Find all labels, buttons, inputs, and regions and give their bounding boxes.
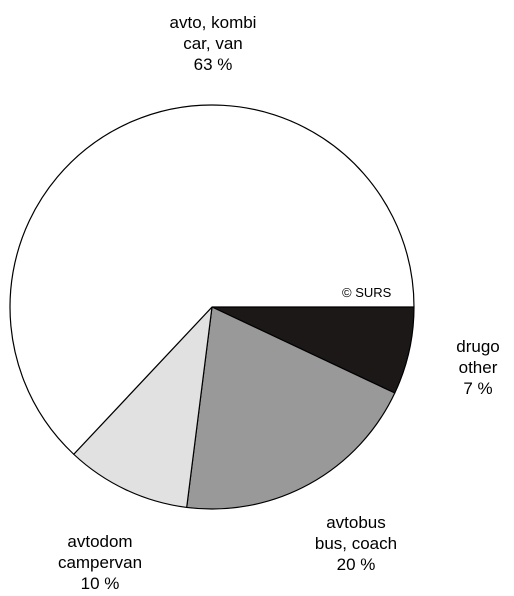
slice-label-other: drugo other 7 % [456,337,500,398]
copyright-text: © SURS [342,285,392,300]
pie-slice-car [9,104,415,455]
pie-slice-campervan [73,306,213,509]
slice-label-car: avto, kombi car, van 63 % [169,13,257,74]
pie-slice-bus [186,306,396,510]
slice-label-campervan: avtodom campervan 10 % [57,532,143,593]
slice-label-bus: avtobus bus, coach 20 % [314,513,398,574]
